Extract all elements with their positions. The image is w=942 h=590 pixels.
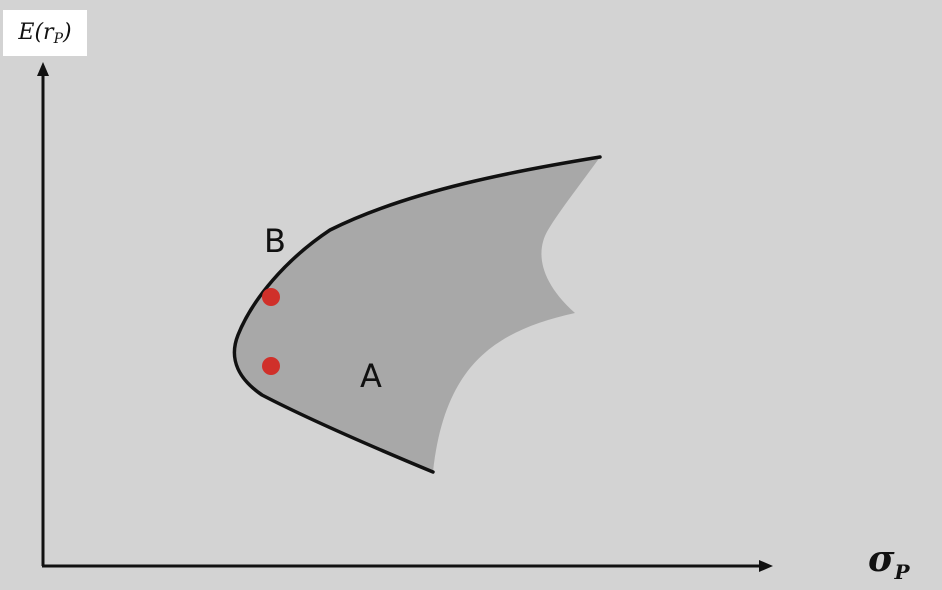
point-a-marker bbox=[262, 357, 280, 375]
y-axis-label: E(rP) bbox=[18, 19, 72, 47]
frontier-curve bbox=[232, 155, 602, 474]
point-b-label: B bbox=[264, 222, 286, 260]
y-axis-label-box: E(rP) bbox=[3, 10, 87, 56]
y-axis-arrow bbox=[37, 62, 49, 76]
point-a-label: A bbox=[360, 357, 382, 395]
point-b-marker bbox=[262, 288, 280, 306]
feasible-region bbox=[234, 157, 600, 472]
x-axis-label: σP bbox=[868, 538, 910, 584]
x-axis-arrow bbox=[759, 560, 773, 572]
